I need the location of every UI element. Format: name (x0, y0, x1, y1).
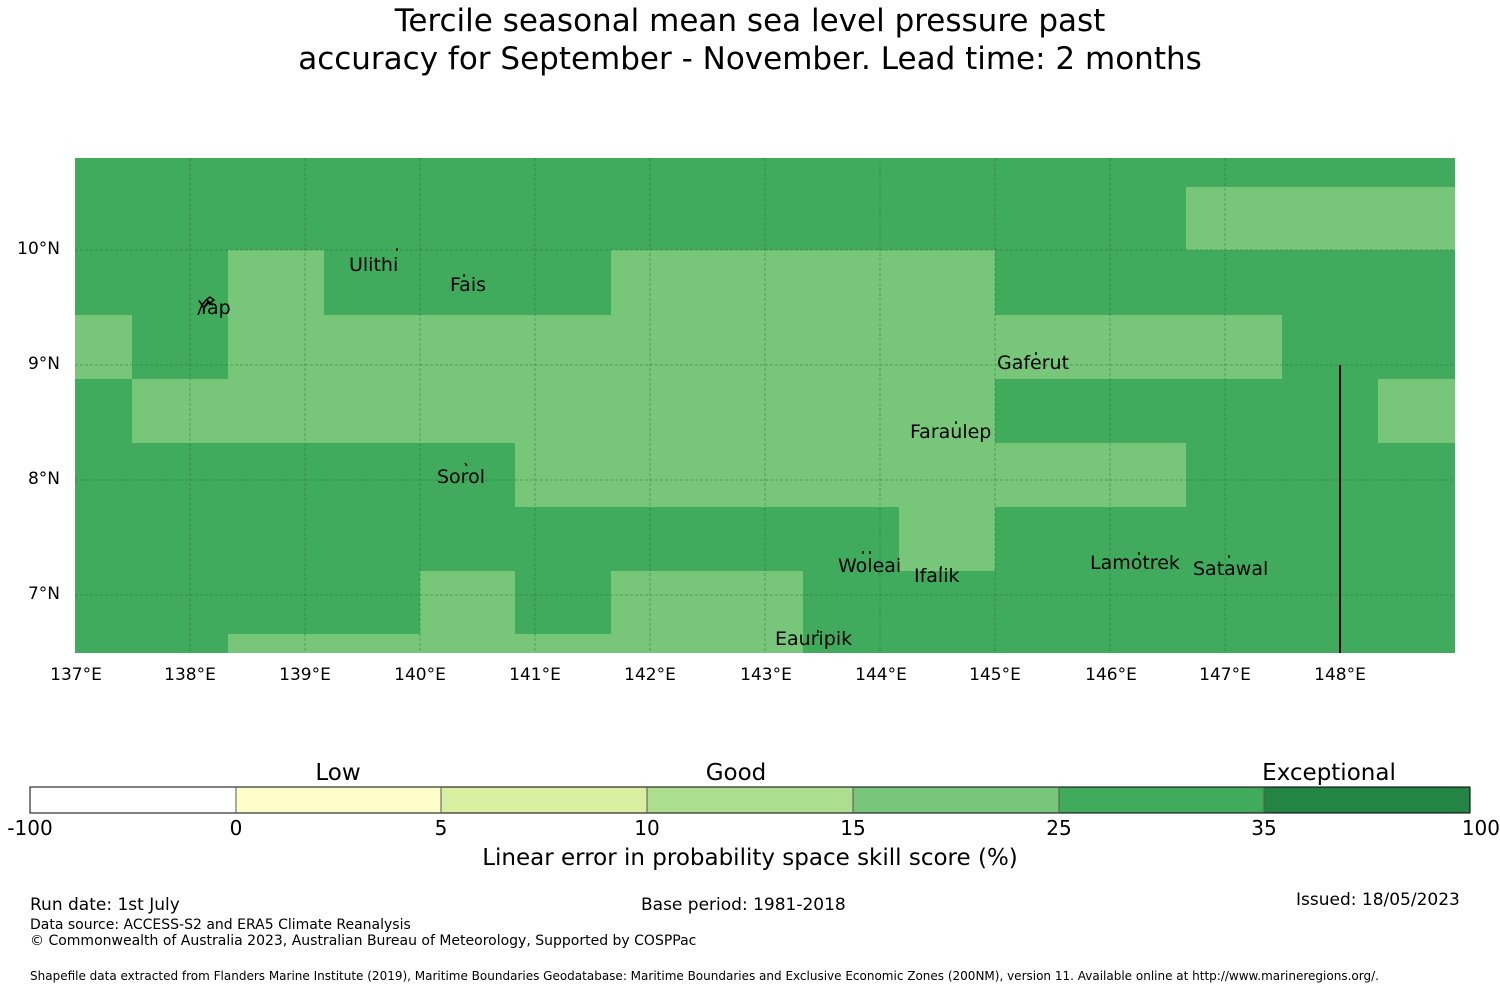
lon-label-144e: 144°E (855, 665, 907, 685)
colorbar-bar (29, 786, 1471, 814)
place-label-lamotrek: Lamotrek (1090, 552, 1180, 574)
light-cell (420, 571, 515, 653)
colorbar-dividers (235, 787, 1265, 813)
colorbar-tick-0: 0 (229, 816, 243, 840)
light-cell (611, 250, 995, 315)
place-label-yap: Yap (198, 297, 231, 319)
light-cell (515, 443, 1186, 507)
place-label-eauripik: Eauripik (775, 628, 853, 650)
colorbar-tick-100: 100 (1461, 816, 1500, 840)
lat-label-10n: 10°N (17, 239, 60, 259)
colorbar-segment-0-5 (236, 787, 441, 813)
sorol-island-mark (464, 462, 468, 467)
colorbar-tick-35: 35 (1251, 816, 1277, 840)
place-label-sorol: Sorol (437, 466, 485, 488)
run-date: Run date: 1st July (30, 895, 180, 915)
light-cell (1378, 379, 1455, 443)
light-cell (899, 507, 995, 571)
map-area (75, 158, 1455, 653)
colorbar-tick-5: 5 (434, 816, 448, 840)
place-label-satawal: Satawal (1193, 558, 1269, 580)
colorbar-category-low: Low (315, 760, 361, 786)
lon-label-137e: 137°E (50, 665, 102, 685)
colorbar-category-exceptional: Exceptional (1262, 760, 1396, 786)
colorbar-segment-neg100-0 (30, 787, 236, 813)
colorbar-tick-15: 15 (840, 816, 866, 840)
light-cell (228, 315, 1282, 379)
colorbar-label: Linear error in probability space skill … (482, 845, 1018, 871)
lon-label-143e: 143°E (740, 665, 792, 685)
colorbar-segment-10-15 (647, 787, 853, 813)
light-cell (515, 634, 611, 653)
lon-label-145e: 145°E (969, 665, 1021, 685)
lon-label-138e: 138°E (164, 665, 216, 685)
light-cells (75, 187, 1455, 653)
place-label-faraulep: Faraulep (910, 421, 992, 443)
light-cell (75, 315, 132, 379)
shapefile-credit: Shapefile data extracted from Flanders M… (30, 969, 1379, 983)
map-title-line2: accuracy for September - November. Lead … (298, 41, 1202, 77)
lat-label-9n: 9°N (27, 354, 60, 374)
data-source: Data source: ACCESS-S2 and ERA5 Climate … (30, 917, 411, 933)
place-label-ifalik: Ifalik (914, 565, 960, 587)
lon-label-141e: 141°E (509, 665, 561, 685)
light-cell (132, 379, 995, 443)
light-cell (1186, 187, 1455, 250)
place-label-fais: Fais (450, 274, 487, 296)
colorbar-category-good: Good (705, 760, 767, 786)
colorbar-tick-10: 10 (634, 816, 660, 840)
light-cell (228, 250, 324, 315)
lon-label-148e: 148°E (1314, 665, 1366, 685)
lon-label-139e: 139°E (279, 665, 331, 685)
map-title-line1: Tercile seasonal mean sea level pressure… (394, 3, 1106, 39)
colorbar-tick-neg100: -100 (7, 816, 53, 840)
issued-date: Issued: 18/05/2023 (1296, 890, 1460, 910)
light-cell (611, 571, 803, 653)
colorbar-frame (29, 786, 1471, 814)
colorbar-segment-35-100 (1264, 787, 1470, 813)
lon-label-140e: 140°E (394, 665, 446, 685)
lon-label-142e: 142°E (624, 665, 676, 685)
lat-label-8n: 8°N (27, 469, 60, 489)
colorbar-segment-5-10 (441, 787, 647, 813)
island-marks (197, 248, 1230, 633)
base-period: Base period: 1981-2018 (641, 895, 846, 915)
copyright-notice: © Commonwealth of Australia 2023, Austra… (30, 933, 697, 949)
gridlines (75, 158, 1455, 653)
colorbar-tick-25: 25 (1046, 816, 1072, 840)
place-label-ulithi: Ulithi (349, 254, 399, 276)
place-label-woleai: Woleai (838, 555, 902, 577)
lat-label-7n: 7°N (27, 584, 60, 604)
place-label-gaferut: Gaferut (997, 352, 1070, 374)
colorbar-segment-25-35 (1059, 787, 1264, 813)
lon-label-146e: 146°E (1085, 665, 1137, 685)
colorbar-segment-15-25 (853, 787, 1059, 813)
yap-island-shape (197, 296, 216, 316)
lon-label-147e: 147°E (1199, 665, 1251, 685)
light-cell (228, 634, 420, 653)
